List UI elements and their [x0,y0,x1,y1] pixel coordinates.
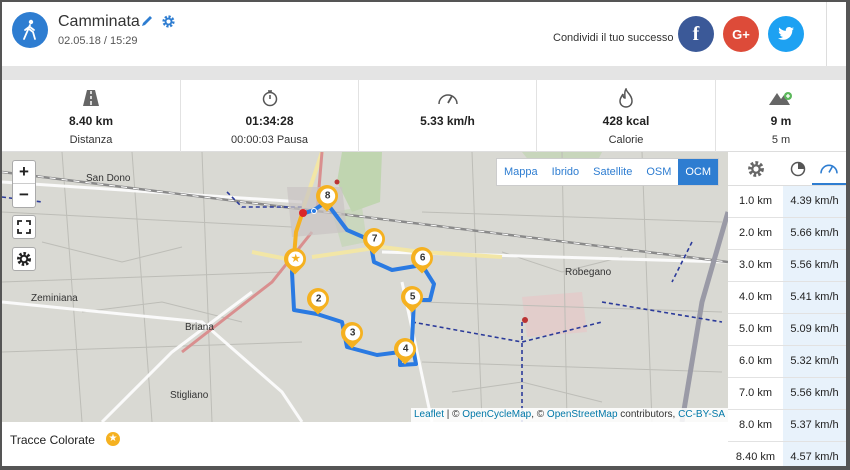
google-plus-share-button[interactable]: G+ [723,16,759,52]
table-row: 3.0 km 5.56 km/h [728,250,846,282]
layer-osm[interactable]: OSM [646,166,672,178]
fullscreen-icon [17,220,31,234]
fullscreen-button[interactable] [12,215,36,239]
stats-bar: 8.40 km Distanza 01:34:28 00:00:03 Pausa… [2,80,846,152]
table-row: 2.0 km 5.66 km/h [728,218,846,250]
google-plus-icon: G+ [732,26,750,42]
zoom-in-button[interactable]: + [13,161,35,184]
facebook-share-button[interactable]: f [678,16,714,52]
stat-calories: 428 kcal Calorie [537,80,716,152]
tab-pace[interactable] [783,152,812,185]
twitter-share-button[interactable] [768,16,804,52]
activity-date: 02.05.18 / 15:29 [58,35,138,47]
colored-tracks-section: Tracce Colorate ★ [2,422,728,466]
star-icon[interactable]: ★ [106,432,120,446]
road-icon [83,90,99,106]
share-label: Condividi il tuo successo [553,32,674,44]
tab-speed[interactable] [812,152,846,185]
layer-ibrido[interactable]: Ibrido [551,166,580,178]
splits-settings-button[interactable] [728,152,783,185]
stat-label: 00:00:03 Pausa [230,134,309,146]
stat-speed: 5.33 km/h [359,80,537,152]
facebook-icon: f [692,22,700,45]
openstreetmap-link[interactable]: OpenStreetMap [546,409,618,420]
place-label: San Dono [86,173,131,184]
zoom-out-button[interactable]: − [19,185,29,204]
gear-icon [17,252,31,266]
mountain-icon [769,92,792,105]
stat-label: Distanza [69,134,113,146]
star-icon: ★ [287,251,303,267]
map-layer-switcher: Mappa Ibrido Satellite OSM OCM [496,158,720,186]
route-map[interactable]: San Dono Zeminiana Briana Stigliano Robe… [2,152,728,422]
header-separator [2,66,846,80]
table-row: 6.0 km 5.32 km/h [728,346,846,378]
stat-value: 01:34:28 [245,114,294,128]
activity-header: Camminata 02.05.18 / 15:29 Condividi il … [2,2,826,66]
place-label: Robegano [565,267,612,278]
stat-label: Calorie [608,134,644,146]
stat-value: 8.40 km [68,114,114,128]
stopwatch-icon [262,90,277,107]
stat-value: 5.33 km/h [420,114,475,128]
table-row: 7.0 km 5.56 km/h [728,378,846,410]
colored-tracks-label: Tracce Colorate [10,433,95,447]
opencyclemap-link[interactable]: OpenCycleMap [462,409,532,420]
stat-distance: 8.40 km Distanza [2,80,181,152]
zoom-control: + − [12,160,36,208]
stat-elevation: 9 m 5 m [716,80,846,152]
stat-label: 5 m [771,134,791,146]
stat-duration: 01:34:28 00:00:03 Pausa [181,80,359,152]
table-row: 8.0 km 5.37 km/h [728,410,846,442]
gear-icon [747,160,764,177]
header-scroll-strip [826,2,846,66]
activity-title: Camminata [58,13,140,30]
layer-satellite[interactable]: Satellite [593,166,633,178]
speedometer-icon [437,94,458,105]
flame-icon [619,88,633,108]
place-label: Zeminiana [31,293,78,304]
table-row: 5.0 km 5.09 km/h [728,314,846,346]
walking-icon [12,12,48,48]
license-link[interactable]: CC-BY-SA [678,409,725,420]
twitter-bird-icon [778,27,794,40]
table-row: 4.0 km 5.41 km/h [728,282,846,314]
speedometer-icon [820,164,838,173]
splits-table: 1.0 km 4.39 km/h 2.0 km 5.66 km/h 3.0 km 5.… [728,152,846,466]
stat-value: 9 m [770,114,792,128]
table-row: 1.0 km 4.39 km/h [728,186,846,218]
splits-header [728,152,846,186]
gear-icon[interactable] [161,14,176,29]
stat-value: 428 kcal [602,114,650,128]
pie-chart-icon [790,161,805,176]
map-settings-button[interactable] [12,247,36,271]
pencil-icon[interactable] [140,14,154,28]
layer-ocm[interactable]: OCM [678,159,719,185]
leaflet-link[interactable]: Leaflet [413,409,444,420]
place-label: Briana [185,322,214,333]
layer-mappa[interactable]: Mappa [504,166,538,178]
map-attribution: Leaflet | © OpenCycleMap, © OpenStreetMa… [410,408,728,422]
map-tiles[interactable] [2,152,728,422]
table-row: 8.40 km 4.57 km/h [728,442,846,466]
place-label: Stigliano [170,390,209,401]
